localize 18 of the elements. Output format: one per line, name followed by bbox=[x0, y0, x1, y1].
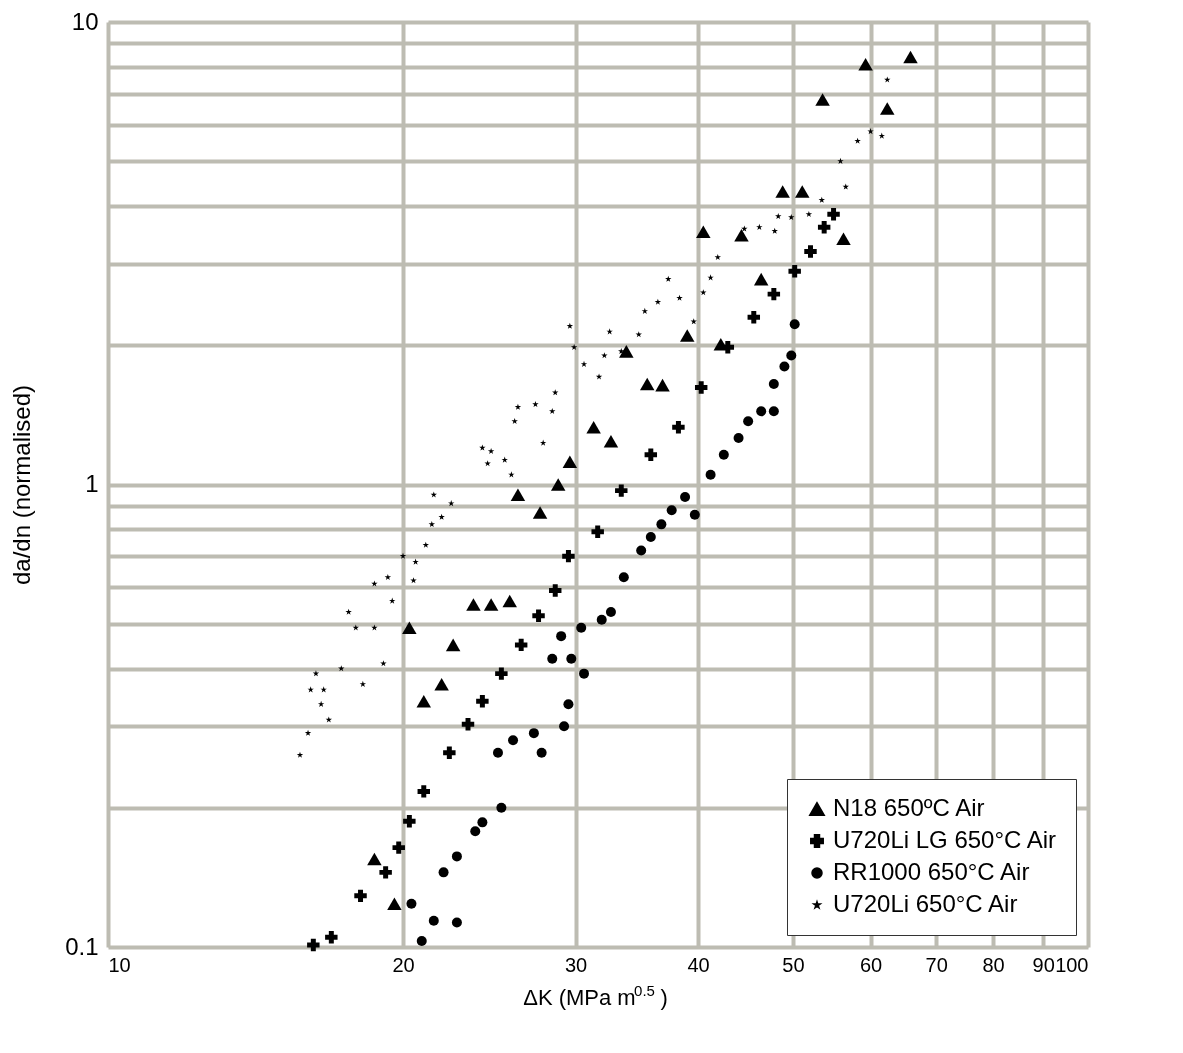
x-tick-label: 30 bbox=[564, 953, 588, 976]
y-tick-label: 0.1 bbox=[65, 932, 99, 960]
x-tick-label: 80 bbox=[982, 953, 1005, 976]
y-axis-title: da/dn (normalised) bbox=[8, 384, 36, 586]
x-tick-label: 60 bbox=[859, 953, 883, 976]
x-tick-label: 50 bbox=[782, 953, 805, 976]
x-tick-label: 40 bbox=[687, 953, 710, 976]
x-tick-label: 20 bbox=[392, 953, 415, 976]
x-tick-label: 90 bbox=[1032, 953, 1055, 976]
y-tick-label: 1 bbox=[85, 470, 99, 497]
legend-label: N18 650ºC Air bbox=[833, 794, 985, 821]
x-tick-label: 100 bbox=[1055, 953, 1089, 976]
x-tick-label: 10 bbox=[108, 953, 131, 976]
x-tick-label: 70 bbox=[925, 953, 948, 976]
legend-label: U720Li 650°C Air bbox=[833, 890, 1018, 917]
legend-label: RR1000 650°C Air bbox=[833, 858, 1030, 885]
y-tick-label: 10 bbox=[71, 7, 99, 35]
legend-label: U720Li LG 650°C Air bbox=[833, 826, 1057, 853]
